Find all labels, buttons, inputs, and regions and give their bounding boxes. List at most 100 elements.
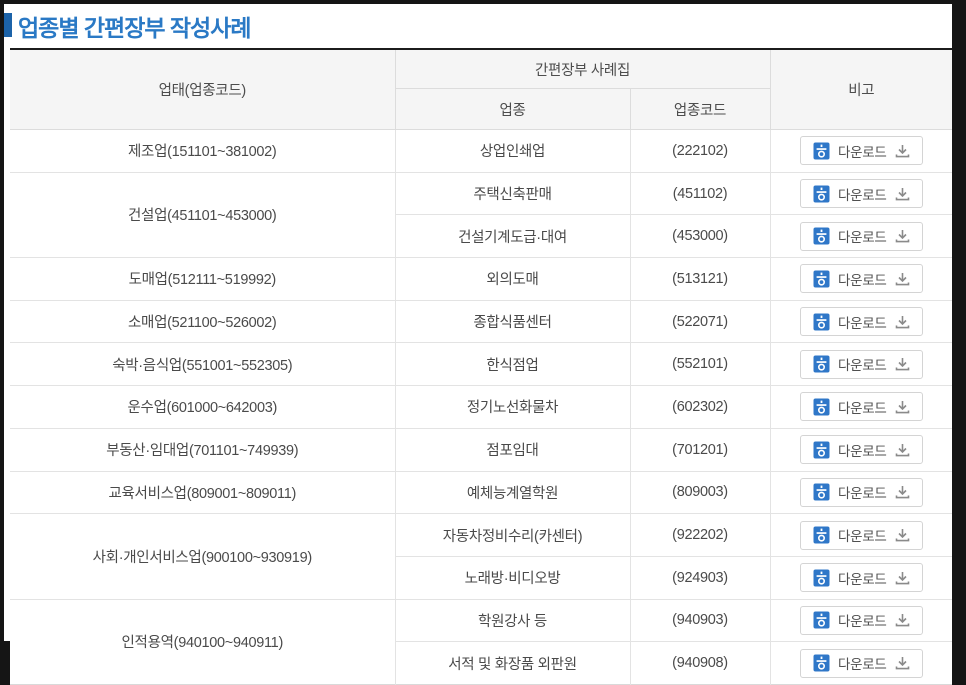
download-button[interactable]: 다운로드 [800, 563, 923, 593]
table-header: 업태(업종코드) 간편장부 사례집 비고 업종 업종코드 [10, 48, 953, 130]
download-button-label: 다운로드 [838, 144, 887, 160]
download-button-label: 다운로드 [838, 443, 887, 459]
business-type-cell: 부동산·임대업(701101~749939) [10, 427, 395, 471]
header-note: 비고 [769, 48, 953, 130]
table-row: 운수업(601000~642003) 정기노선화물차 (602302) 다운로드 [10, 385, 953, 429]
download-button[interactable]: 다운로드 [800, 264, 923, 294]
download-button[interactable]: 다운로드 [800, 392, 923, 422]
download-button[interactable]: 다운로드 [800, 648, 923, 678]
header-business-type: 업태(업종코드) [10, 48, 396, 130]
note-cell: 다운로드 [769, 641, 953, 685]
industry-cell: 정기노선화물차 [394, 385, 630, 429]
hwp-file-icon [813, 227, 830, 245]
download-arrow-icon [895, 443, 910, 457]
download-arrow-icon [895, 400, 910, 414]
download-arrow-icon [895, 187, 910, 201]
table-row: 노래방·비디오방 (924903) 다운로드 [10, 555, 953, 600]
note-cell: 다운로드 [769, 214, 953, 258]
content-page: 업종별 간편장부 작성사례 업태(업종코드) 간편장부 사례집 비고 업종 업종… [4, 4, 953, 685]
header-industry: 업종 [394, 88, 631, 130]
note-cell: 다운로드 [769, 385, 953, 429]
table-row: 건설기계도급·대여 (453000) 다운로드 [10, 214, 953, 258]
industry-code-cell: (453000) [629, 214, 771, 258]
table-row: 건설업(451101~453000) 주택신축판매 (451102) 다운로드 [10, 171, 953, 258]
download-button[interactable]: 다운로드 [800, 477, 923, 507]
note-cell: 다운로드 [769, 555, 953, 600]
industry-code-cell: (602302) [629, 385, 771, 429]
hwp-file-icon [813, 483, 830, 501]
note-cell: 다운로드 [769, 598, 953, 642]
industry-cell: 노래방·비디오방 [394, 555, 630, 600]
download-arrow-icon [895, 144, 910, 158]
download-arrow-icon [895, 571, 910, 585]
hwp-file-icon [813, 398, 830, 416]
download-button[interactable]: 다운로드 [800, 221, 923, 251]
hwp-file-icon [813, 526, 830, 544]
industry-code-cell: (222102) [629, 129, 771, 173]
page-title: 업종별 간편장부 작성사례 [18, 15, 252, 41]
hwp-file-icon [813, 611, 830, 629]
download-button[interactable]: 다운로드 [800, 605, 923, 635]
table-row: 인적용역(940100~940911) 학원강사 등 (940903) 다운로드 [10, 598, 953, 685]
hwp-file-icon [813, 270, 830, 288]
industry-code-cell: (940903) [629, 598, 771, 642]
table-row: 소매업(521100~526002) 종합식품센터 (522071) 다운로드 [10, 299, 953, 343]
industry-cell: 주택신축판매 [394, 171, 630, 215]
download-arrow-icon [895, 485, 910, 499]
industry-code-cell: (922202) [629, 513, 771, 557]
industry-code-cell: (522071) [629, 299, 771, 343]
download-button[interactable]: 다운로드 [800, 520, 923, 550]
table-row: 제조업(151101~381002) 상업인쇄업 (222102) 다운로드 [10, 129, 953, 173]
business-type-cell: 제조업(151101~381002) [10, 129, 395, 173]
note-cell: 다운로드 [769, 470, 953, 514]
table-row: 숙박·음식업(551001~552305) 한식점업 (552101) 다운로드 [10, 342, 953, 386]
note-cell: 다운로드 [769, 257, 953, 301]
casebook-table: 업태(업종코드) 간편장부 사례집 비고 업종 업종코드 제조업(151101~… [10, 48, 953, 685]
industry-code-cell: (451102) [629, 171, 771, 215]
header-industry-code: 업종코드 [629, 88, 771, 130]
industry-code-cell: (940908) [629, 641, 771, 685]
industry-cell: 외의도매 [394, 257, 630, 301]
download-button-label: 다운로드 [838, 272, 887, 288]
business-type-cell: 사회·개인서비스업(900100~930919) [10, 513, 395, 600]
table-row: 교육서비스업(809001~809011) 예체능계열학원 (809003) 다운로… [10, 470, 953, 514]
hwp-file-icon [813, 313, 830, 331]
hwp-file-icon [813, 185, 830, 203]
download-arrow-icon [895, 315, 910, 329]
table-row: 사회·개인서비스업(900100~930919) 자동차정비수리(카센터) (922… [10, 513, 953, 600]
download-arrow-icon [895, 229, 910, 243]
download-button-label: 다운로드 [838, 315, 887, 331]
download-button-label: 다운로드 [838, 614, 887, 630]
industry-code-cell: (552101) [629, 342, 771, 386]
business-type-cell: 운수업(601000~642003) [10, 385, 395, 429]
hwp-file-icon [813, 441, 830, 459]
note-cell: 다운로드 [769, 171, 953, 215]
download-button-label: 다운로드 [838, 657, 887, 673]
download-button-label: 다운로드 [838, 230, 887, 246]
note-cell: 다운로드 [769, 299, 953, 343]
business-type-cell: 교육서비스업(809001~809011) [10, 470, 395, 514]
download-arrow-icon [895, 357, 910, 371]
download-button[interactable]: 다운로드 [800, 307, 923, 337]
industry-code-cell: (924903) [629, 555, 771, 600]
download-arrow-icon [895, 613, 910, 627]
note-cell: 다운로드 [769, 342, 953, 386]
hwp-file-icon [813, 142, 830, 160]
business-type-cell: 인적용역(940100~940911) [10, 598, 395, 685]
business-type-cell: 숙박·음식업(551001~552305) [10, 342, 395, 386]
download-button-label: 다운로드 [838, 486, 887, 502]
industry-cell: 건설기계도급·대여 [394, 214, 630, 258]
industry-cell: 서적 및 화장품 외판원 [394, 641, 630, 685]
note-cell: 다운로드 [769, 427, 953, 471]
table-row: 부동산·임대업(701101~749939) 점포임대 (701201) 다운로드 [10, 427, 953, 471]
business-type-cell: 건설업(451101~453000) [10, 171, 395, 258]
table-body: 제조업(151101~381002) 상업인쇄업 (222102) 다운로드 건설업… [10, 129, 953, 685]
industry-code-cell: (809003) [629, 470, 771, 514]
download-button[interactable]: 다운로드 [800, 349, 923, 379]
download-button[interactable]: 다운로드 [800, 136, 923, 166]
industry-cell: 학원강사 등 [394, 598, 630, 642]
download-button[interactable]: 다운로드 [800, 179, 923, 209]
hwp-file-icon [813, 569, 830, 587]
download-button[interactable]: 다운로드 [800, 435, 923, 465]
industry-cell: 상업인쇄업 [394, 129, 630, 173]
